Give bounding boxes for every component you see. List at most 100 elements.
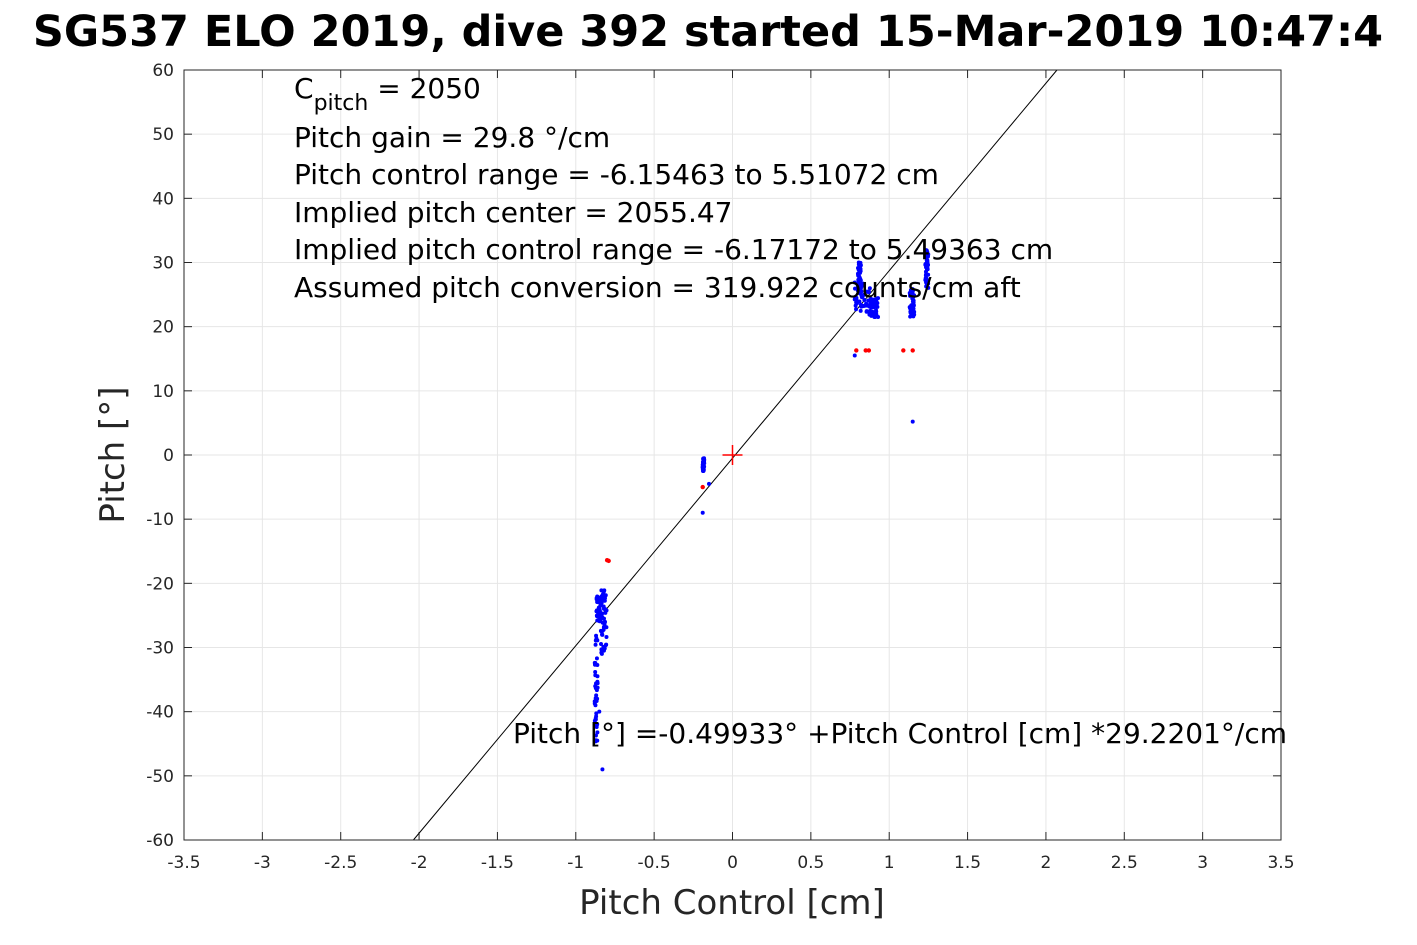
good-point [594, 681, 599, 686]
flagged-point [910, 348, 915, 353]
y-tick-label: 20 [152, 318, 174, 338]
y-tick-label: -30 [146, 639, 174, 659]
good-point [603, 619, 608, 624]
good-point [870, 309, 875, 314]
x-tick-label: 1.5 [954, 853, 981, 873]
x-tick-label: 2.5 [1111, 853, 1138, 873]
good-point [910, 299, 915, 304]
y-tick-label: 60 [152, 61, 174, 81]
good-point [599, 642, 604, 647]
flagged-point [700, 484, 705, 490]
good-point [864, 309, 869, 314]
good-point [858, 286, 863, 291]
good-point [594, 688, 599, 693]
good-point [604, 625, 609, 630]
x-tick-label: -3.5 [167, 853, 200, 873]
good-point [595, 609, 600, 614]
flagged-point [866, 348, 872, 353]
implied-range-annotation: Implied pitch control range = -6.17172 t… [294, 233, 1053, 266]
x-tick-label: 0 [727, 853, 738, 873]
y-tick-label: -20 [146, 574, 174, 594]
good-point [854, 307, 859, 312]
good-point [601, 616, 606, 621]
data-points [592, 248, 931, 772]
c-pitch-main: C [294, 72, 314, 105]
good-point [852, 280, 857, 285]
good-point [908, 305, 913, 310]
x-tick-label: 0.5 [797, 853, 824, 873]
good-point [593, 670, 598, 675]
good-point [602, 588, 607, 593]
good-point [603, 593, 608, 598]
good-point [923, 273, 928, 278]
good-point [857, 299, 862, 304]
x-tick-label: 3.5 [1267, 853, 1294, 873]
good-point [600, 767, 605, 772]
good-point [875, 304, 880, 309]
implied-center-annotation: Implied pitch center = 2055.47 [294, 196, 732, 229]
good-point [706, 481, 711, 486]
x-tick-label: -2.5 [324, 853, 357, 873]
good-point [874, 308, 879, 313]
flagged-point [863, 348, 868, 353]
good-point [604, 634, 609, 639]
c-pitch-annotation: Cpitch = 2050 [294, 72, 481, 116]
good-point [874, 299, 879, 304]
good-point [867, 286, 872, 291]
good-point [701, 456, 706, 461]
good-point [599, 651, 604, 656]
good-point [868, 303, 873, 308]
fit-equation-annotation: Pitch [°] =-0.49933° +Pitch Control [cm]… [513, 717, 1287, 750]
x-tick-label: -3 [254, 853, 271, 873]
y-tick-label: 40 [152, 189, 174, 209]
good-point [595, 730, 600, 735]
flagged-point [604, 558, 610, 563]
y-tick-label: -10 [146, 510, 174, 530]
good-point [910, 419, 915, 424]
axis-ticks: -3.5 -3 -2.5 -2 -1.5 -1 -0.5 0 0.5 1 1.5 2 2.5 3 3.5 -6… [146, 61, 1294, 873]
flagged-point [901, 348, 906, 353]
flagged-point [854, 348, 859, 353]
center-marker-group [722, 445, 743, 465]
good-point [924, 255, 929, 260]
good-point [595, 738, 600, 743]
good-point [862, 297, 867, 302]
y-tick-label: -60 [146, 831, 174, 851]
good-point [923, 250, 928, 255]
y-tick-label: 0 [163, 446, 174, 466]
x-tick-label: -1.5 [481, 853, 514, 873]
good-point [595, 696, 600, 701]
good-point [924, 277, 929, 282]
good-point [599, 647, 604, 652]
good-point [868, 296, 873, 301]
y-axis-label: Pitch [°] [93, 386, 133, 523]
good-point [912, 293, 917, 298]
good-point [872, 305, 877, 310]
good-point [911, 288, 916, 293]
x-tick-label: -0.5 [638, 853, 671, 873]
good-point [595, 595, 600, 600]
good-point [852, 353, 857, 358]
pitch-gain-annotation: Pitch gain = 29.8 °/cm [294, 121, 610, 154]
good-point [595, 674, 600, 679]
good-point [601, 606, 606, 611]
good-point [858, 291, 863, 296]
good-point [858, 260, 863, 265]
good-point [592, 718, 597, 723]
good-point [872, 314, 877, 319]
good-point [593, 662, 598, 667]
good-point [595, 613, 600, 618]
good-point [912, 309, 917, 314]
good-point [926, 262, 931, 267]
c-pitch-subscript: pitch [314, 91, 369, 116]
good-point [594, 636, 599, 641]
good-point [600, 632, 605, 637]
x-tick-label: 2 [1041, 853, 1052, 873]
y-tick-label: -40 [146, 703, 174, 723]
good-point [593, 733, 598, 738]
good-point [908, 314, 913, 319]
y-tick-label: -50 [146, 767, 174, 787]
x-axis-label: Pitch Control [cm] [579, 883, 885, 923]
plot-border [183, 69, 1282, 841]
